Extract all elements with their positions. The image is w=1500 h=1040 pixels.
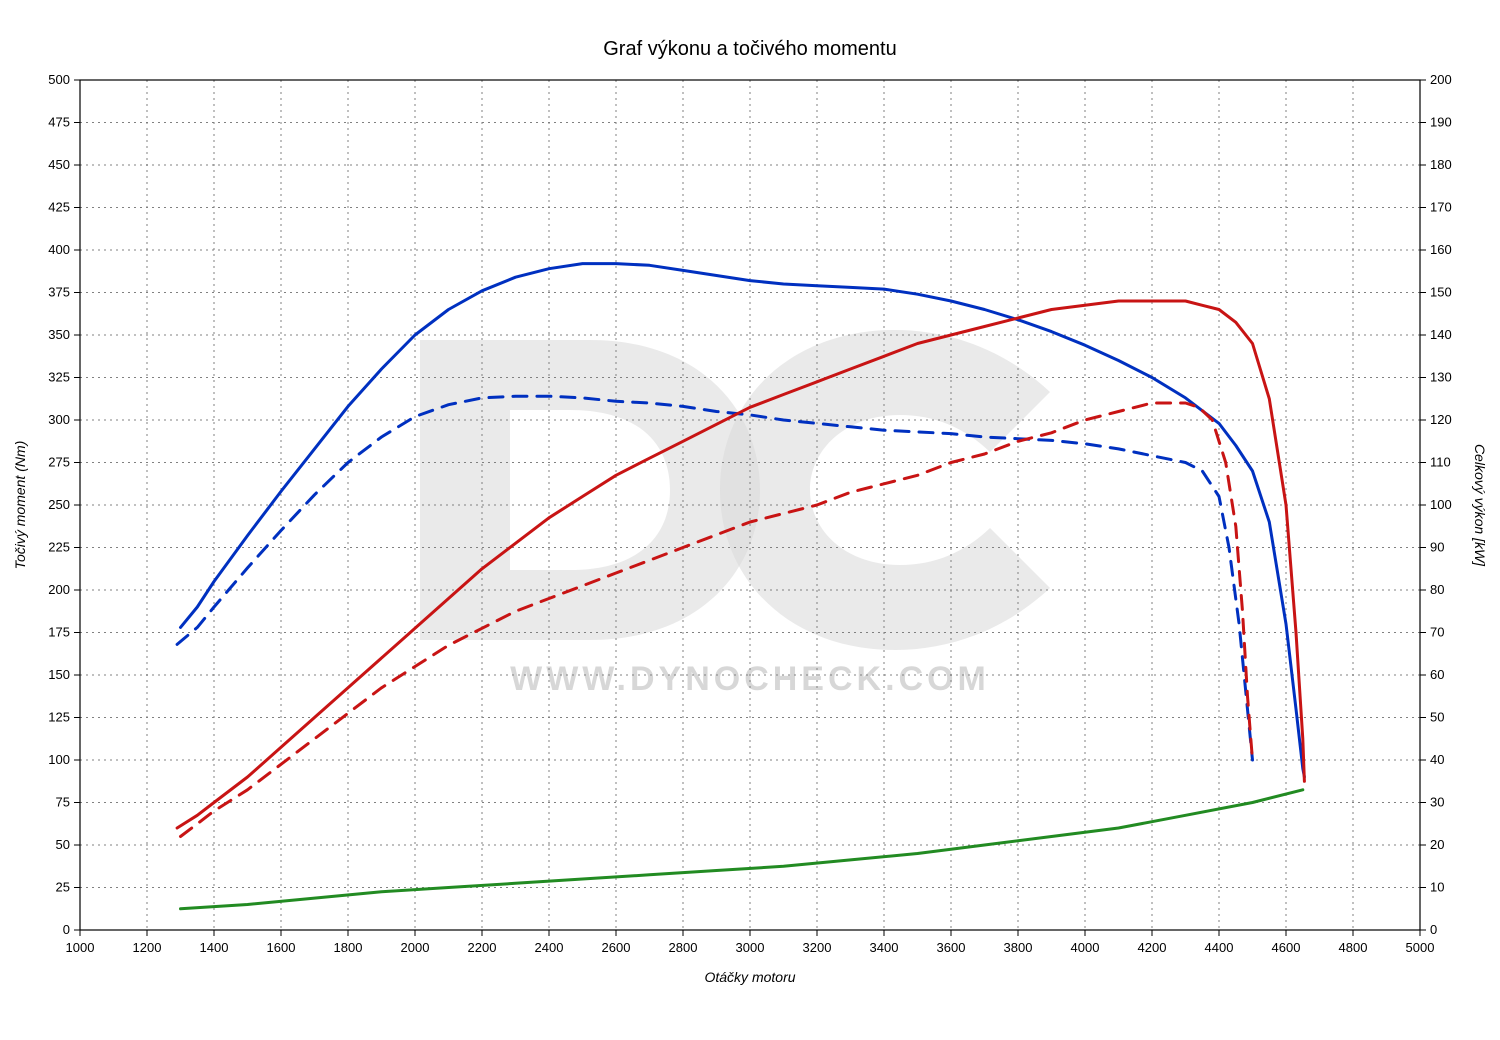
- chart-title: Graf výkonu a točivého momentu: [603, 38, 896, 60]
- svg-text:450: 450: [48, 157, 70, 172]
- svg-text:50: 50: [56, 837, 70, 852]
- svg-text:3000: 3000: [736, 940, 765, 955]
- svg-text:40: 40: [1430, 752, 1444, 767]
- svg-text:2200: 2200: [468, 940, 497, 955]
- y-axis-left-label: Točivý moment (Nm): [12, 441, 28, 570]
- svg-text:170: 170: [1430, 200, 1452, 215]
- svg-text:3600: 3600: [937, 940, 966, 955]
- svg-text:125: 125: [48, 710, 70, 725]
- svg-text:80: 80: [1430, 582, 1444, 597]
- svg-text:200: 200: [1430, 72, 1452, 87]
- svg-text:25: 25: [56, 880, 70, 895]
- svg-text:2600: 2600: [602, 940, 631, 955]
- svg-text:120: 120: [1430, 412, 1452, 427]
- svg-text:325: 325: [48, 370, 70, 385]
- svg-text:0: 0: [63, 922, 70, 937]
- svg-text:4600: 4600: [1272, 940, 1301, 955]
- svg-text:3200: 3200: [803, 940, 832, 955]
- svg-text:5000: 5000: [1406, 940, 1435, 955]
- dyno-chart: WWW.DYNOCHECK.COM10001200140016001800200…: [0, 0, 1500, 1040]
- svg-text:50: 50: [1430, 710, 1444, 725]
- svg-text:1000: 1000: [66, 940, 95, 955]
- svg-text:425: 425: [48, 200, 70, 215]
- svg-text:60: 60: [1430, 667, 1444, 682]
- svg-text:4200: 4200: [1138, 940, 1167, 955]
- svg-text:250: 250: [48, 497, 70, 512]
- svg-text:375: 375: [48, 285, 70, 300]
- svg-text:160: 160: [1430, 242, 1452, 257]
- svg-text:2400: 2400: [535, 940, 564, 955]
- svg-text:110: 110: [1430, 455, 1451, 470]
- svg-text:500: 500: [48, 72, 70, 87]
- y-axis-right-label: Celkový výkon [kW]: [1472, 444, 1488, 567]
- svg-text:0: 0: [1430, 922, 1437, 937]
- svg-text:225: 225: [48, 540, 70, 555]
- svg-text:180: 180: [1430, 157, 1452, 172]
- svg-text:300: 300: [48, 412, 70, 427]
- svg-text:190: 190: [1430, 115, 1452, 130]
- svg-text:140: 140: [1430, 327, 1452, 342]
- svg-text:3800: 3800: [1004, 940, 1033, 955]
- svg-text:75: 75: [56, 795, 70, 810]
- svg-text:100: 100: [48, 752, 70, 767]
- svg-text:475: 475: [48, 115, 70, 130]
- svg-text:1800: 1800: [334, 940, 363, 955]
- svg-text:3400: 3400: [870, 940, 899, 955]
- svg-text:70: 70: [1430, 625, 1444, 640]
- chart-svg: WWW.DYNOCHECK.COM10001200140016001800200…: [0, 0, 1500, 1040]
- svg-text:1600: 1600: [267, 940, 296, 955]
- svg-text:10: 10: [1430, 880, 1444, 895]
- svg-text:4800: 4800: [1339, 940, 1368, 955]
- svg-text:175: 175: [48, 625, 70, 640]
- svg-text:150: 150: [1430, 285, 1452, 300]
- svg-text:4400: 4400: [1205, 940, 1234, 955]
- svg-text:400: 400: [48, 242, 70, 257]
- x-axis-label: Otáčky motoru: [704, 969, 795, 985]
- svg-text:90: 90: [1430, 540, 1444, 555]
- svg-text:150: 150: [48, 667, 70, 682]
- svg-text:350: 350: [48, 327, 70, 342]
- svg-text:200: 200: [48, 582, 70, 597]
- svg-text:275: 275: [48, 455, 70, 470]
- svg-text:130: 130: [1430, 370, 1452, 385]
- svg-text:1400: 1400: [200, 940, 229, 955]
- svg-text:100: 100: [1430, 497, 1452, 512]
- svg-text:2800: 2800: [669, 940, 698, 955]
- svg-text:20: 20: [1430, 837, 1444, 852]
- svg-text:2000: 2000: [401, 940, 430, 955]
- svg-text:30: 30: [1430, 795, 1444, 810]
- svg-text:1200: 1200: [133, 940, 162, 955]
- svg-text:4000: 4000: [1071, 940, 1100, 955]
